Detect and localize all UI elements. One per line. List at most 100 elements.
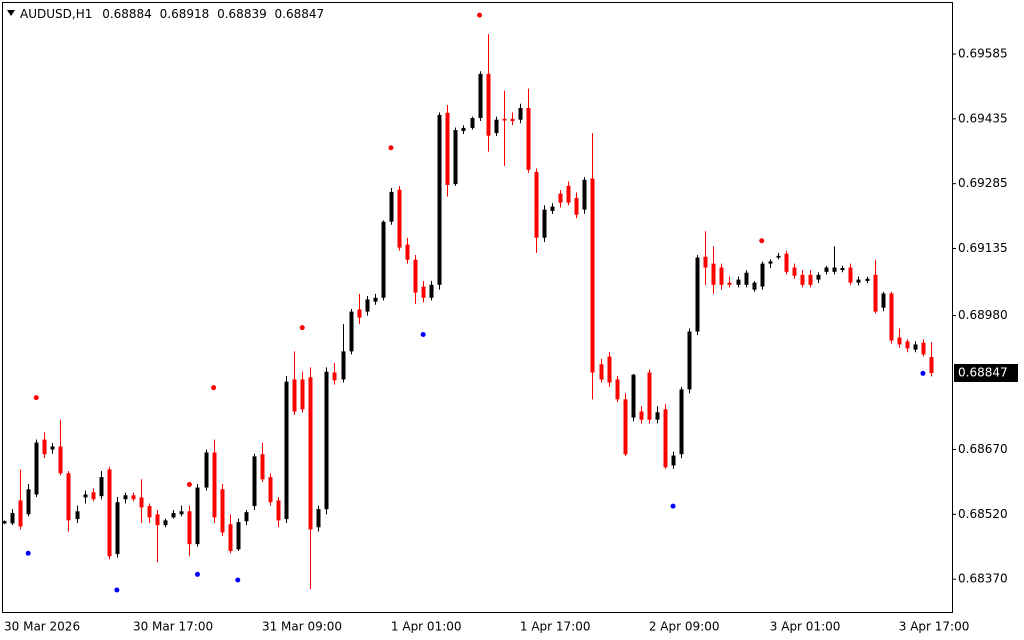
candle-body [397,189,402,248]
candle-body [18,500,23,527]
candle-body [631,374,636,418]
fractal-dot [114,587,120,593]
fractal-dot [235,577,241,583]
candle-body [204,452,209,488]
y-tick-label: 0.68980 [958,308,1008,322]
candle-body [365,299,370,312]
candle-body [599,364,604,380]
candle-body [461,127,466,131]
candle-body [107,469,112,557]
candle-body [518,108,523,120]
candle-body [10,513,15,524]
candle-body [445,112,450,185]
symbol: AUDUSD,H1 [20,7,92,21]
candle-body [856,279,861,283]
y-tick-label: 0.69285 [958,176,1008,190]
fractal-dot [420,332,426,338]
y-tick-label: 0.69135 [958,241,1008,255]
fractal-dot [211,385,217,391]
plot-frame [2,2,953,613]
candle-body [357,309,362,318]
candle-body [389,191,394,222]
candle-body [75,511,80,520]
fractal-dot [920,370,926,376]
candle-body [58,446,63,474]
candle-body [478,73,483,118]
candle-body [752,282,757,290]
y-tick-label: 0.68670 [958,442,1008,456]
candle-body [913,344,918,350]
candle-body [897,337,902,345]
chart-title: AUDUSD,H1 0.68884 0.68918 0.68839 0.6884… [20,7,324,21]
candle-body [341,351,346,380]
candle-body [26,489,31,515]
candle-body [187,511,192,545]
x-tick-label: 30 Mar 2026 [4,620,80,634]
candle-body [171,513,176,518]
x-tick-label: 31 Mar 09:00 [262,620,342,634]
candle-body [405,244,410,260]
candle-body [316,509,321,528]
candle-body [494,119,499,134]
candle-body [639,411,644,420]
candle-body [824,267,829,272]
fractal-dot [299,325,305,331]
candle-body [623,399,628,455]
candle-body [760,263,765,287]
candle-body [832,267,837,272]
candle-body [502,118,507,121]
candle-body [42,439,47,455]
candle-body [252,456,257,507]
candle-body [66,473,71,521]
candle-body [486,73,491,136]
candle-body [881,293,886,308]
candle-body [848,267,853,283]
candle-body [873,274,878,312]
fractal-dot [25,550,31,556]
x-tick-label: 2 Apr 09:00 [649,620,720,634]
y-tick-label: 0.68370 [958,572,1008,586]
candle-body [736,279,741,285]
candle-body [768,261,773,264]
candle-body [607,356,612,383]
candle-body [695,257,700,332]
candle-body [663,409,668,468]
candle-body [889,293,894,341]
fractal-dot [33,395,39,401]
x-tick-label: 1 Apr 17:00 [520,620,591,634]
candle-body [163,520,168,526]
candle-body [220,489,225,533]
candle-body [784,253,789,272]
candle-body [260,454,265,480]
candle-body [655,412,660,420]
candle-body [542,209,547,238]
candle-body [139,497,144,508]
high: 0.68918 [160,7,210,21]
current-price-label: 0.68847 [958,365,1008,379]
x-tick-label: 1 Apr 01:00 [391,620,462,634]
x-tick-label: 30 Mar 17:00 [133,620,213,634]
candle-body [413,259,418,293]
x-tick-label: 3 Apr 17:00 [899,620,970,634]
candle-body [349,311,354,352]
candle-body [115,502,120,555]
candle-body [429,284,434,298]
menu-triangle[interactable] [7,10,15,16]
fractal-dot [194,571,200,577]
candle-body [284,381,289,520]
candle-body [566,185,571,203]
candle-body [647,372,652,420]
candle-body [123,495,128,500]
candle-body [929,356,934,373]
fractal-dot [388,145,394,151]
fractal-dot [477,12,483,18]
candle-body [905,341,910,349]
candle-body [470,117,475,128]
fractal-dot [670,503,676,509]
candle-body [131,495,136,500]
candle-body [228,524,233,552]
y-tick-label: 0.69585 [958,47,1008,61]
candle-body [324,371,329,510]
candle-body [276,500,281,521]
